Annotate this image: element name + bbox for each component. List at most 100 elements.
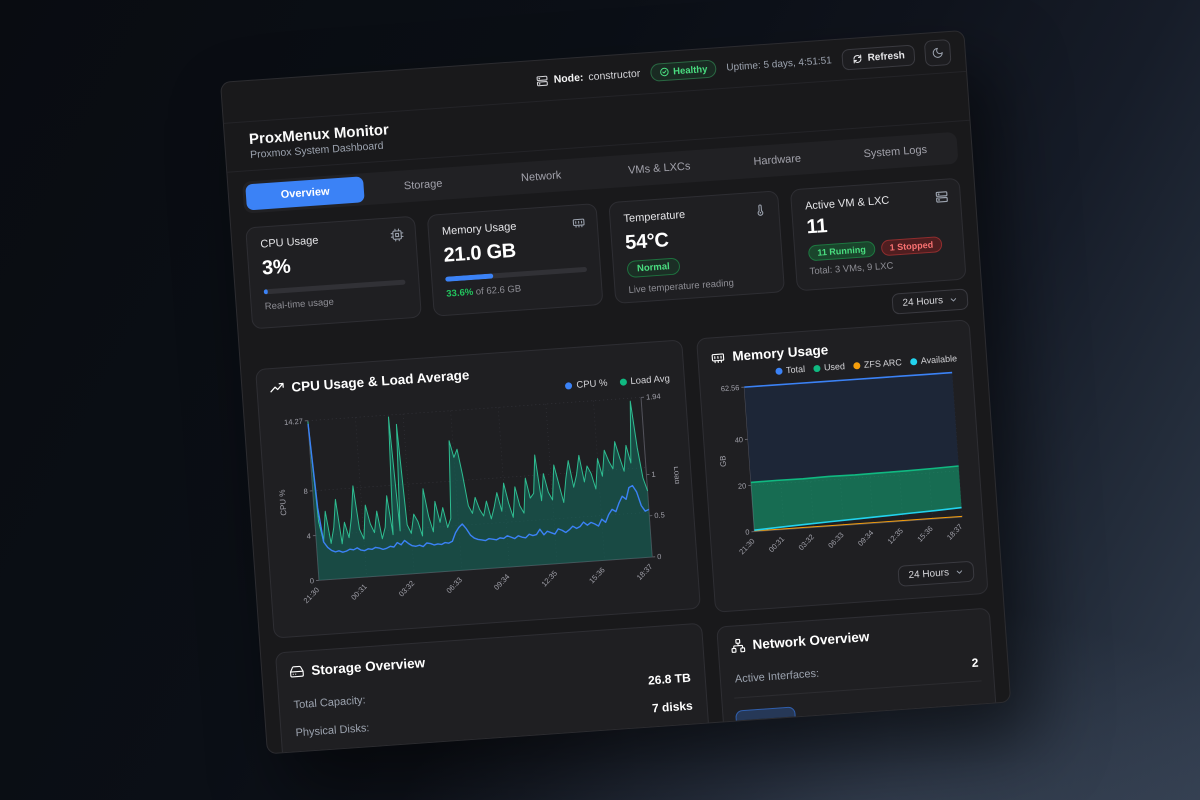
stack-icon <box>934 190 949 205</box>
right-column: Memory Usage Total Used ZFS ARC Availabl… <box>696 319 999 753</box>
period-select-value: 24 Hours <box>902 295 944 310</box>
memory-chart-card: Memory Usage Total Used ZFS ARC Availabl… <box>696 319 989 613</box>
memory-icon <box>571 215 586 230</box>
cpu-icon <box>390 228 405 243</box>
svg-text:8: 8 <box>303 487 308 496</box>
network-overview-card: Network Overview Active Interfaces: 2 <box>716 607 999 753</box>
svg-text:GB: GB <box>718 455 728 467</box>
svg-text:15:36: 15:36 <box>587 566 607 586</box>
svg-text:0: 0 <box>745 528 750 537</box>
svg-text:03:32: 03:32 <box>797 533 816 553</box>
network-interfaces-value: 2 <box>971 655 979 670</box>
node-info: Node: constructor <box>535 67 641 88</box>
tab-overview[interactable]: Overview <box>245 176 366 211</box>
chevron-down-icon <box>949 295 959 305</box>
dashboard-panel: Node: constructor Healthy Uptime: 5 days… <box>220 29 1012 755</box>
svg-text:03:32: 03:32 <box>397 579 417 599</box>
refresh-icon <box>851 53 863 65</box>
tab-hardware[interactable]: Hardware <box>753 152 802 169</box>
svg-text:15:36: 15:36 <box>915 524 934 544</box>
svg-text:12:35: 12:35 <box>540 569 560 589</box>
cpu-card-value: 3% <box>261 255 292 280</box>
temperature-status-badge: Normal <box>626 257 681 279</box>
uptime-text: Uptime: 5 days, 4:51:51 <box>725 54 833 74</box>
memory-chart-title: Memory Usage <box>731 342 829 365</box>
svg-text:1: 1 <box>651 470 656 479</box>
memory-chart: 0 20 40 62.56 21:30 00:31 03:32 06:33 09:34 12:35… <box>718 372 964 556</box>
main-grid: CPU Usage & Load Average CPU % Load Avg … <box>240 309 1011 755</box>
memory-period-select[interactable]: 24 Hours <box>897 560 975 587</box>
storage-overview-card: Storage Overview Total Capacity: 26.8 TB… <box>274 622 710 755</box>
svg-text:06:33: 06:33 <box>826 531 845 551</box>
vm-stopped-badge: 1 Stopped <box>880 236 943 257</box>
server-icon <box>535 74 549 88</box>
active-vm-lxc-card: Active VM & LXC 11 11 Running 1 Stopped … <box>789 177 967 292</box>
storage-title: Storage Overview <box>310 655 426 679</box>
svg-text:18:37: 18:37 <box>635 562 655 582</box>
storage-disks-value: 7 disks <box>651 698 694 716</box>
controls-row: 24 Hours <box>238 279 982 361</box>
memory-card-label: Memory Usage <box>441 220 517 239</box>
svg-text:09:34: 09:34 <box>492 572 512 592</box>
temperature-card-caption: Live temperature reading <box>628 277 735 297</box>
stats-row: CPU Usage 3% Real-time usage Memory Usag… <box>231 169 981 331</box>
trending-up-icon <box>269 381 285 397</box>
storage-capacity-value: 26.8 TB <box>647 670 692 688</box>
svg-text:12:35: 12:35 <box>886 526 905 546</box>
cpu-card-caption: Real-time usage <box>264 296 335 313</box>
svg-text:0.5: 0.5 <box>654 511 665 521</box>
cpu-usage-card: CPU Usage 3% Real-time usage <box>245 215 422 330</box>
tab-storage[interactable]: Storage <box>403 177 443 193</box>
hdd-icon <box>289 664 305 680</box>
refresh-label: Refresh <box>867 49 906 64</box>
tab-vms-lxcs[interactable]: VMs & LXCs <box>627 160 691 177</box>
cpu-load-chart: 0 4 8 14.27 21:30 00:31 03:32 06:33 09:34 12:35 15… <box>278 392 683 606</box>
left-column: CPU Usage & Load Average CPU % Load Avg … <box>255 339 710 755</box>
memory-card-caption: 33.6% of 62.6 GB <box>445 283 522 300</box>
temperature-card-value: 54°C <box>624 229 670 255</box>
refresh-button[interactable]: Refresh <box>840 43 916 71</box>
topbar: Node: constructor Healthy Uptime: 5 days… <box>221 31 967 124</box>
svg-text:00:31: 00:31 <box>349 582 369 602</box>
memory-card-value: 21.0 GB <box>442 240 517 268</box>
tab-network[interactable]: Network <box>520 169 562 185</box>
storage-disks-label: Physical Disks: <box>295 722 370 740</box>
network-icon <box>730 637 746 653</box>
legend-item-total: Total <box>774 364 805 376</box>
svg-text:20: 20 <box>738 482 747 492</box>
health-badge-label: Healthy <box>672 63 708 77</box>
network-header: Network Overview <box>730 621 978 653</box>
memory-usage-card: Memory Usage 21.0 GB 33.6% of 62.6 GB <box>426 203 604 317</box>
legend-item-zfs-arc: ZFS ARC <box>852 357 902 370</box>
temperature-card: Temperature 54°C Normal Live temperature… <box>608 190 786 305</box>
memory-chart-icon <box>710 350 726 366</box>
svg-text:62.56: 62.56 <box>721 383 740 393</box>
svg-text:0: 0 <box>657 552 662 561</box>
network-row-interfaces: Active Interfaces: 2 <box>732 648 981 693</box>
svg-text:00:31: 00:31 <box>767 535 786 555</box>
chevron-down-icon <box>955 567 965 577</box>
health-badge: Healthy <box>649 59 718 82</box>
network-title: Network Overview <box>752 628 870 652</box>
memory-chart-header: Memory Usage <box>710 333 958 365</box>
svg-text:06:33: 06:33 <box>444 576 464 596</box>
cpu-chart-card: CPU Usage & Load Average CPU % Load Avg … <box>255 339 701 639</box>
svg-text:40: 40 <box>734 435 743 445</box>
header-titles: ProxMenux Monitor Proxmox System Dashboa… <box>248 121 390 161</box>
memory-period-value: 24 Hours <box>908 567 950 581</box>
svg-text:4: 4 <box>306 532 311 541</box>
storage-capacity-label: Total Capacity: <box>293 694 367 712</box>
period-select[interactable]: 24 Hours <box>891 288 969 315</box>
svg-text:21:30: 21:30 <box>302 586 322 606</box>
check-circle-icon <box>659 67 670 78</box>
svg-text:09:34: 09:34 <box>856 529 875 549</box>
svg-text:14.27: 14.27 <box>284 417 303 427</box>
legend-item-available: Available <box>909 354 957 367</box>
tab-system-logs[interactable]: System Logs <box>863 144 928 161</box>
moon-icon <box>931 46 944 59</box>
cpu-card-label: CPU Usage <box>260 234 319 251</box>
theme-toggle-button[interactable] <box>923 38 952 67</box>
svg-text:Load: Load <box>672 466 682 484</box>
legend-item-cpu: CPU % <box>565 378 608 392</box>
svg-text:1.94: 1.94 <box>646 392 661 402</box>
